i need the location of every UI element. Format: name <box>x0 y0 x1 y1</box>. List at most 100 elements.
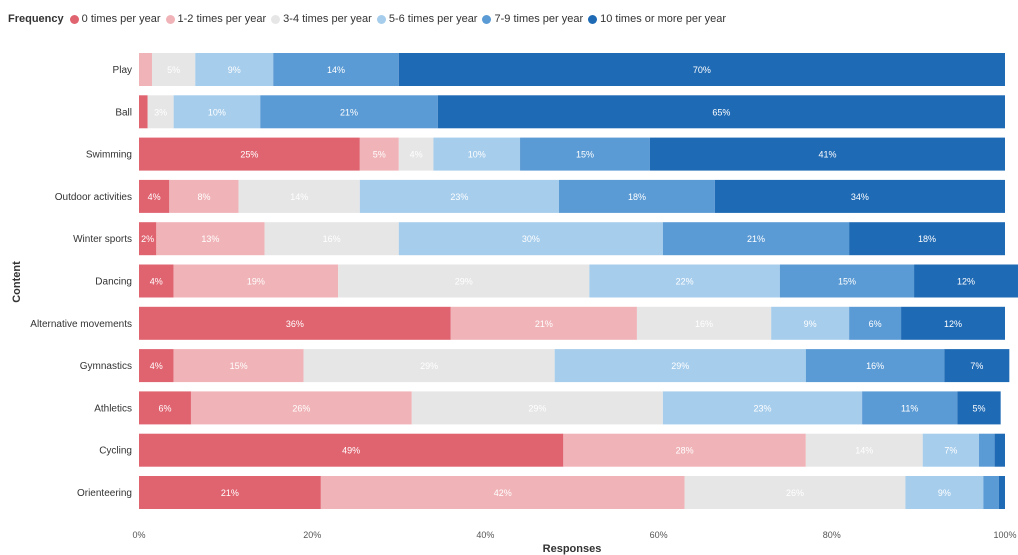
bar-segment <box>998 476 1005 509</box>
bar-segment <box>173 95 261 129</box>
category-label: Ball <box>115 107 132 118</box>
legend-item-1: 1-2 times per year <box>165 13 267 25</box>
data-label: 14% <box>327 65 345 75</box>
bar-segment <box>139 53 152 86</box>
bar-segment <box>359 137 399 171</box>
legend-swatch-3 <box>376 14 386 24</box>
data-label: 10% <box>208 107 226 117</box>
legend-label-4: 7-9 times per year <box>494 13 584 25</box>
legend-swatch-0 <box>69 14 79 24</box>
bar-segment <box>169 179 239 213</box>
bar-segment <box>957 391 1001 425</box>
bar-segment <box>922 433 980 467</box>
legend-item-3: 5-6 times per year <box>376 13 477 25</box>
data-label: 16% <box>866 361 884 371</box>
legend-item-0: 0 times per year <box>69 13 161 25</box>
bar-segment <box>849 306 902 340</box>
x-tick-label: 40% <box>476 530 494 540</box>
category-label: Outdoor activities <box>55 192 132 203</box>
data-label: 15% <box>230 361 248 371</box>
bar-segment <box>437 95 1005 129</box>
data-label: 65% <box>712 107 730 117</box>
bar-segment <box>173 264 339 298</box>
data-label: 29% <box>420 361 438 371</box>
category-label: Cycling <box>99 446 132 457</box>
data-label: 70% <box>693 65 711 75</box>
data-label: 4% <box>410 150 423 160</box>
data-label: 26% <box>786 488 804 498</box>
bar-segment <box>398 53 1005 86</box>
bar-segment <box>139 391 191 425</box>
bar-segment <box>139 95 148 129</box>
data-label: 25% <box>240 150 258 160</box>
data-label: 7% <box>970 361 983 371</box>
bar-segment <box>983 476 999 509</box>
bar-segment <box>151 53 196 86</box>
data-label: 21% <box>221 488 239 498</box>
bar-segment <box>173 349 304 383</box>
bar-segment <box>195 53 274 86</box>
x-axis-title: Responses <box>543 543 602 555</box>
bar-segment <box>139 222 157 256</box>
bar-segment <box>139 306 451 340</box>
data-label: 19% <box>247 277 265 287</box>
data-label: 14% <box>290 192 308 202</box>
data-label: 4% <box>150 277 163 287</box>
bar-segment <box>905 476 984 509</box>
data-label: 9% <box>228 65 241 75</box>
legend-label-0: 0 times per year <box>81 13 161 25</box>
bar-segment <box>559 179 715 213</box>
data-label: 49% <box>342 446 360 456</box>
bar-segment <box>264 222 399 256</box>
x-tick-label: 100% <box>993 530 1016 540</box>
legend-label-2: 3-4 times per year <box>283 13 372 25</box>
bar-segment <box>359 179 560 213</box>
legend-label-5: 10 times or more per year <box>600 13 727 25</box>
category-label: Alternative movements <box>30 319 132 330</box>
bar-segment <box>139 349 174 383</box>
data-label: 5% <box>973 403 986 413</box>
data-label: 18% <box>918 234 936 244</box>
data-label: 12% <box>957 277 975 287</box>
x-tick-label: 0% <box>132 530 145 540</box>
bar-segment <box>320 476 685 509</box>
bar-segment <box>139 433 564 467</box>
bar-segment <box>433 137 521 171</box>
legend-label-1: 1-2 times per year <box>177 13 267 25</box>
category-label: Swimming <box>86 150 132 161</box>
bar-segment <box>147 95 174 129</box>
bar-segment <box>238 179 360 213</box>
bar-segment <box>714 179 1005 213</box>
data-label: 21% <box>340 107 358 117</box>
x-tick-label: 80% <box>823 530 841 540</box>
data-label: 23% <box>754 403 772 413</box>
data-label: 29% <box>455 277 473 287</box>
data-label: 29% <box>528 403 546 413</box>
bar-segment <box>190 391 412 425</box>
legend-swatch-5 <box>588 14 598 24</box>
bar-segment <box>554 349 806 383</box>
data-label: 26% <box>292 403 310 413</box>
data-label: 15% <box>838 277 856 287</box>
data-label: 21% <box>747 234 765 244</box>
data-label: 16% <box>323 234 341 244</box>
legend-swatch-4 <box>482 14 492 24</box>
chart-legend: Frequency 0 times per year 1-2 times per … <box>8 10 731 28</box>
bar-segment <box>260 95 438 129</box>
bar-segment <box>520 137 650 171</box>
bar-segment <box>139 137 360 171</box>
data-label: 7% <box>944 446 957 456</box>
bar-segment <box>805 349 945 383</box>
category-label: Gymnastics <box>80 361 132 372</box>
data-label: 29% <box>671 361 689 371</box>
data-label: 28% <box>676 446 694 456</box>
category-label: Winter sports <box>73 234 132 245</box>
bar-segment <box>994 433 1005 467</box>
x-tick-label: 60% <box>650 530 668 540</box>
bar-segment <box>139 179 170 213</box>
bar-segment <box>636 306 772 340</box>
data-label: 11% <box>901 403 918 413</box>
data-label: 41% <box>818 150 836 160</box>
data-label: 6% <box>158 403 171 413</box>
bar-segment <box>338 264 590 298</box>
